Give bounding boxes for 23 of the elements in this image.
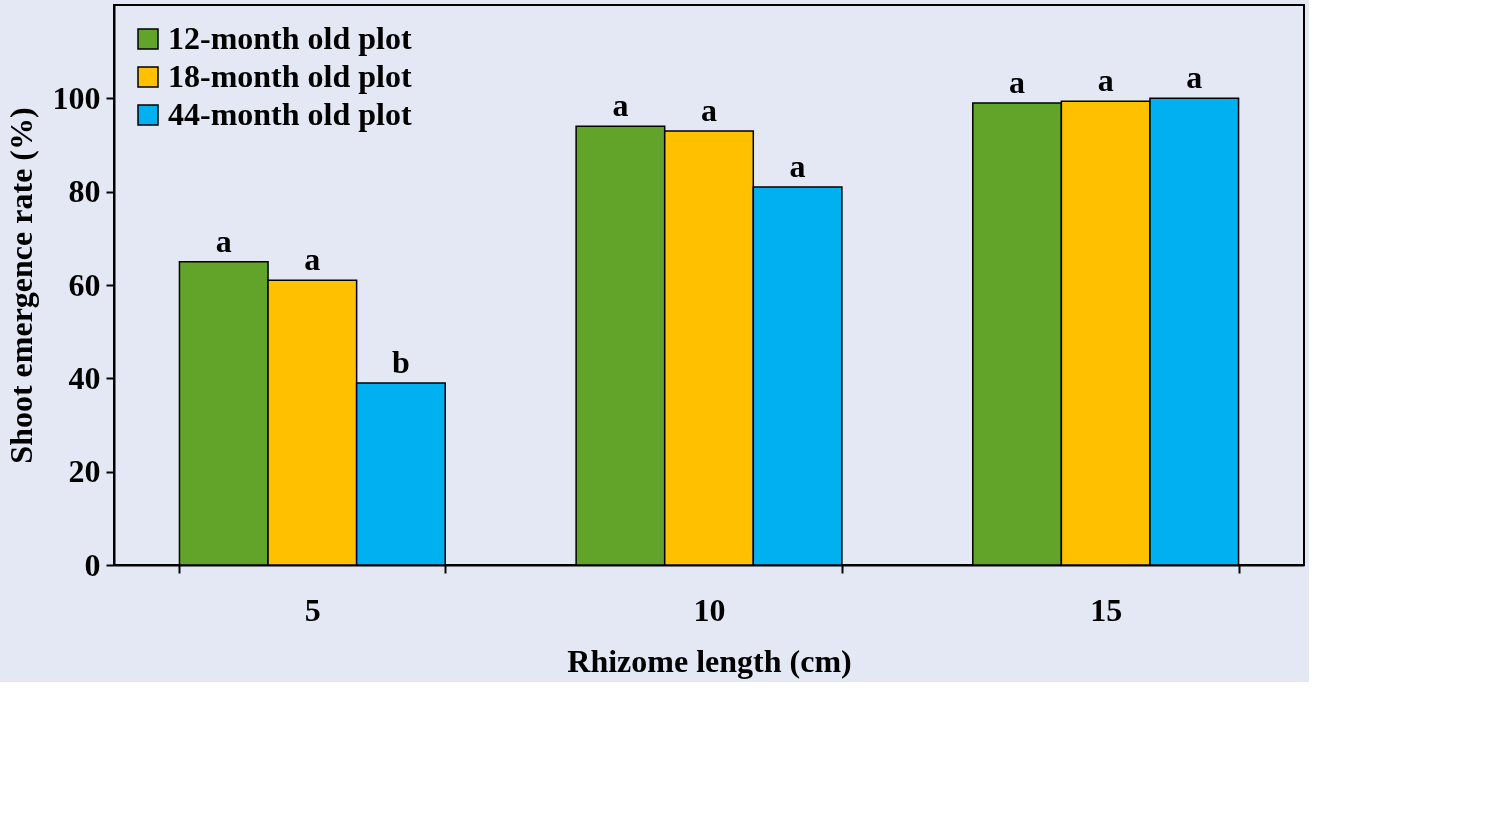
- data-label: a: [304, 241, 321, 278]
- legend-label: 44-month old plot: [168, 96, 412, 132]
- x-tick-label: 15: [1090, 591, 1123, 628]
- y-tick-label: 20: [68, 453, 101, 490]
- y-tick-label: 40: [68, 359, 101, 396]
- data-label: a: [789, 148, 806, 184]
- data-label: a: [1009, 64, 1026, 100]
- data-label: b: [392, 344, 410, 380]
- x-tick-label: 5: [304, 591, 321, 628]
- y-axis-title: Shoot emergence rate (%): [2, 107, 39, 464]
- legend-label: 18-month old plot: [168, 58, 412, 94]
- y-tick-label: 100: [52, 79, 101, 116]
- data-label: a: [215, 222, 232, 259]
- x-tick-label: 10: [693, 591, 726, 628]
- data-label: a: [1186, 59, 1203, 96]
- x-axis-title: Rhizome length (cm): [567, 642, 852, 679]
- data-label: a: [612, 87, 629, 124]
- data-label: a: [1097, 62, 1114, 99]
- data-label: a: [701, 92, 717, 128]
- y-tick-label: 80: [68, 173, 101, 210]
- y-tick-label: 60: [68, 266, 101, 303]
- legend-label: 12-month old plot: [168, 20, 412, 56]
- y-tick-label: 0: [84, 546, 101, 583]
